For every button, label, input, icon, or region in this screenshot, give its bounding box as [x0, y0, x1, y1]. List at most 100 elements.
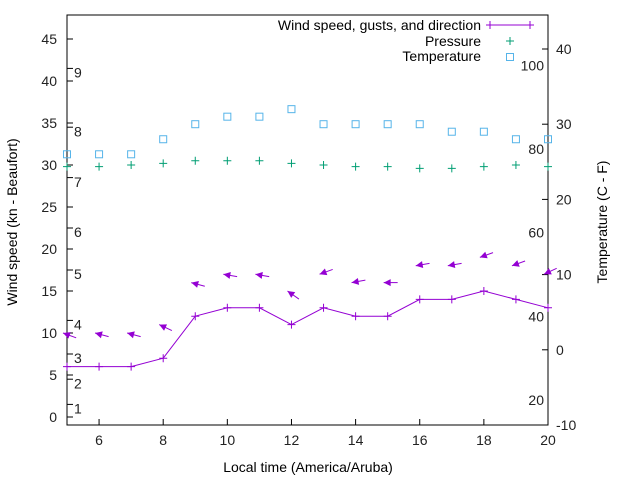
wind-speed-point — [127, 362, 136, 371]
beaufort-label: 8 — [74, 123, 82, 139]
wind-speed-point — [544, 303, 552, 312]
y-tick-label: 15 — [41, 283, 57, 299]
y2-tick-label: -10 — [556, 417, 576, 433]
x-tick-label: 20 — [540, 432, 556, 448]
pressure-point — [351, 162, 360, 171]
y-tick-label: 0 — [49, 409, 57, 425]
pressure-point — [159, 159, 168, 168]
temperature-point — [319, 120, 328, 129]
pressure-point — [127, 161, 136, 169]
pressure-point — [191, 156, 200, 165]
x-tick-label: 8 — [159, 432, 167, 448]
x-tick-label: 18 — [476, 432, 492, 448]
beaufort-label: 5 — [74, 266, 82, 282]
temperature-point — [287, 105, 296, 114]
beaufort-label: 2 — [74, 375, 82, 391]
y-tick-label: 25 — [41, 199, 57, 215]
y-tick-label: 45 — [41, 31, 57, 47]
temperature-point — [447, 127, 456, 136]
fahrenheit-label: 80 — [528, 141, 544, 157]
pressure-point — [223, 156, 232, 165]
beaufort-label: 6 — [74, 224, 82, 240]
x-tick-label: 6 — [95, 432, 103, 448]
legend-temperature-sample — [506, 53, 514, 61]
gust-arrow-head — [191, 281, 199, 288]
wind-speed-point — [223, 303, 232, 312]
temperature-point — [544, 135, 552, 144]
gust-arrow-head — [287, 291, 296, 298]
pressure-point — [447, 164, 456, 173]
beaufort-label: 3 — [74, 350, 82, 366]
y2-tick-label: 20 — [556, 191, 572, 207]
legend-pressure: Pressure — [425, 33, 481, 49]
gust-arrow-head — [255, 271, 263, 279]
temperature-point — [351, 120, 360, 129]
x-tick-label: 14 — [348, 432, 364, 448]
y2-tick-label: 0 — [556, 342, 564, 358]
temperature-point — [255, 112, 264, 121]
y-tick-label: 40 — [41, 73, 57, 89]
wind-speed-point — [159, 354, 168, 363]
y-axis-label: Wind speed (kn - Beaufort) — [4, 138, 20, 305]
temperature-point — [63, 150, 71, 159]
legend-temperature: Temperature — [402, 48, 481, 64]
pressure-point — [255, 156, 264, 165]
legend-wind: Wind speed, gusts, and direction — [278, 17, 481, 33]
beaufort-label: 7 — [74, 174, 82, 190]
wind-speed-point — [383, 312, 392, 321]
gust-arrow-head — [63, 332, 71, 339]
fahrenheit-label: 60 — [528, 224, 544, 240]
temperature-point — [95, 150, 104, 159]
wind-speed-point — [479, 287, 488, 295]
pressure-point — [287, 159, 296, 168]
pressure-point — [319, 161, 328, 169]
beaufort-label: 4 — [74, 317, 82, 333]
legend-wind-tick — [486, 21, 494, 29]
temperature-point — [511, 135, 520, 144]
pressure-point — [63, 162, 71, 171]
temperature-point — [191, 120, 200, 129]
temperature-point — [479, 127, 488, 136]
gust-arrow-head — [544, 268, 552, 275]
temperature-point — [383, 120, 392, 129]
wind-speed-point — [351, 312, 360, 321]
fahrenheit-label: 20 — [528, 392, 544, 408]
legend-pressure-sample — [506, 37, 514, 45]
fahrenheit-label: 100 — [521, 58, 545, 74]
beaufort-label: 9 — [74, 65, 82, 81]
y2-tick-label: 30 — [556, 116, 572, 132]
gust-arrow-head — [511, 260, 520, 267]
gust-arrow-head — [383, 279, 391, 287]
gust-arrow-head — [479, 251, 488, 259]
gust-arrow-head — [127, 331, 135, 339]
temperature-point — [127, 150, 136, 159]
temperature-point — [415, 120, 424, 129]
gust-arrow-head — [351, 277, 360, 285]
gust-arrow-head — [95, 331, 103, 339]
x-tick-label: 10 — [220, 432, 236, 448]
gust-arrow-head — [159, 324, 168, 331]
wind-speed-point — [287, 320, 296, 329]
wind-speed-point — [255, 303, 264, 312]
wind-speed-point — [415, 295, 424, 304]
x-tick-label: 12 — [284, 432, 300, 448]
wind-speed-point — [511, 295, 520, 304]
y2-tick-label: 40 — [556, 41, 572, 57]
y-tick-label: 5 — [49, 367, 57, 383]
x-tick-label: 16 — [412, 432, 428, 448]
temperature-point — [159, 135, 168, 144]
x-axis-label: Local time (America/Aruba) — [223, 459, 393, 475]
beaufort-label: 1 — [74, 401, 82, 417]
legend-wind-tick — [526, 21, 534, 29]
y-tick-label: 30 — [41, 157, 57, 173]
wind-speed-point — [63, 362, 71, 371]
pressure-point — [415, 164, 424, 173]
pressure-point — [479, 162, 488, 171]
gust-arrow-head — [447, 261, 456, 269]
y-tick-label: 10 — [41, 325, 57, 341]
pressure-point — [95, 162, 104, 171]
pressure-point — [511, 161, 520, 169]
temperature-point — [223, 112, 232, 121]
wind-speed-point — [447, 295, 456, 304]
gust-arrow-head — [223, 271, 231, 279]
